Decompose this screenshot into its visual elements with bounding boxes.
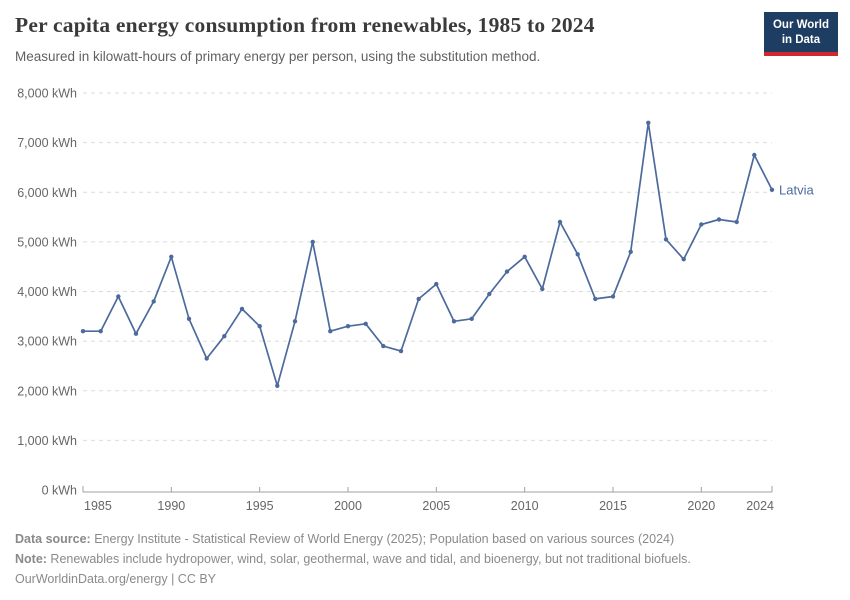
y-tick-label: 7,000 kWh [17,136,77,150]
x-tick-label: 1995 [246,499,274,513]
data-point[interactable] [575,252,580,257]
data-point[interactable] [222,334,227,339]
data-point[interactable] [628,249,633,254]
x-tick-label: 2024 [746,499,774,513]
data-point[interactable] [275,383,280,388]
data-point[interactable] [557,219,563,225]
data-point[interactable] [310,239,315,245]
data-point[interactable] [451,319,457,324]
data-point[interactable] [681,257,686,262]
data-point[interactable] [540,286,545,292]
data-point[interactable] [363,321,368,326]
data-point[interactable] [345,324,351,329]
x-tick-label: 2005 [422,499,450,513]
data-point[interactable] [769,187,775,192]
data-point[interactable] [116,294,121,299]
y-tick-label: 3,000 kWh [17,335,77,349]
data-point[interactable] [239,306,245,312]
data-point[interactable] [663,237,669,242]
owid-logo-line1: Our World [772,19,829,31]
data-point[interactable] [80,329,86,334]
data-point[interactable] [328,329,333,334]
data-point[interactable] [734,219,739,225]
x-tick-label: 2010 [511,499,539,513]
data-point[interactable] [416,296,421,302]
data-point[interactable] [646,120,651,126]
note-label: Note: [15,552,47,566]
series-label-latvia: Latvia [779,182,814,197]
y-tick-label: 8,000 kWh [17,87,77,101]
page-subtitle: Measured in kilowatt-hours of primary en… [15,49,541,64]
page-title: Per capita energy consumption from renew… [15,13,595,37]
y-tick-label: 4,000 kWh [17,285,77,299]
owid-url-link[interactable]: OurWorldinData.org/energy | CC BY [15,572,217,586]
chart-footer: Data source: Energy Institute - Statisti… [15,529,835,589]
owid-logo-line2: in Data [781,33,821,46]
note-line: Note: Renewables include hydropower, win… [15,549,835,569]
data-point[interactable] [204,356,209,361]
data-point[interactable] [487,291,492,297]
data-source-label: Data source: [15,532,91,546]
data-point[interactable] [169,254,174,259]
data-point[interactable] [593,296,598,302]
y-tick-label: 2,000 kWh [17,384,77,398]
x-tick-label: 1985 [84,499,112,513]
data-point[interactable] [469,316,474,321]
data-point[interactable] [381,343,386,349]
data-point[interactable] [610,294,616,299]
data-source-text: Energy Institute - Statistical Review of… [90,532,675,546]
data-point[interactable] [186,316,192,321]
data-point[interactable] [398,348,404,354]
y-tick-label: 6,000 kWh [17,186,77,200]
owid-logo[interactable]: Our World in Data [763,12,838,56]
data-point[interactable] [434,281,439,287]
data-point[interactable] [522,254,527,259]
x-tick-label: 2015 [599,499,627,513]
data-point[interactable] [716,217,722,222]
y-tick-label: 5,000 kWh [17,235,77,249]
x-tick-label: 2020 [687,499,715,513]
note-text: Renewables include hydropower, wind, sol… [46,552,691,566]
data-point[interactable] [292,319,298,324]
data-point[interactable] [151,299,156,304]
data-point[interactable] [257,324,262,329]
x-tick-label: 1990 [157,499,185,513]
data-point[interactable] [699,222,704,227]
y-tick-label: 1,000 kWh [17,434,77,448]
data-line-latvia[interactable] [82,121,773,387]
data-point[interactable] [98,329,103,334]
y-tick-label: 0 kWh [42,484,77,498]
x-tick-label: 2000 [334,499,362,513]
data-source-line: Data source: Energy Institute - Statisti… [15,529,835,549]
license-line: OurWorldinData.org/energy | CC BY [15,569,835,589]
data-point[interactable] [133,331,139,336]
data-point[interactable] [752,152,757,158]
data-point[interactable] [504,269,510,274]
